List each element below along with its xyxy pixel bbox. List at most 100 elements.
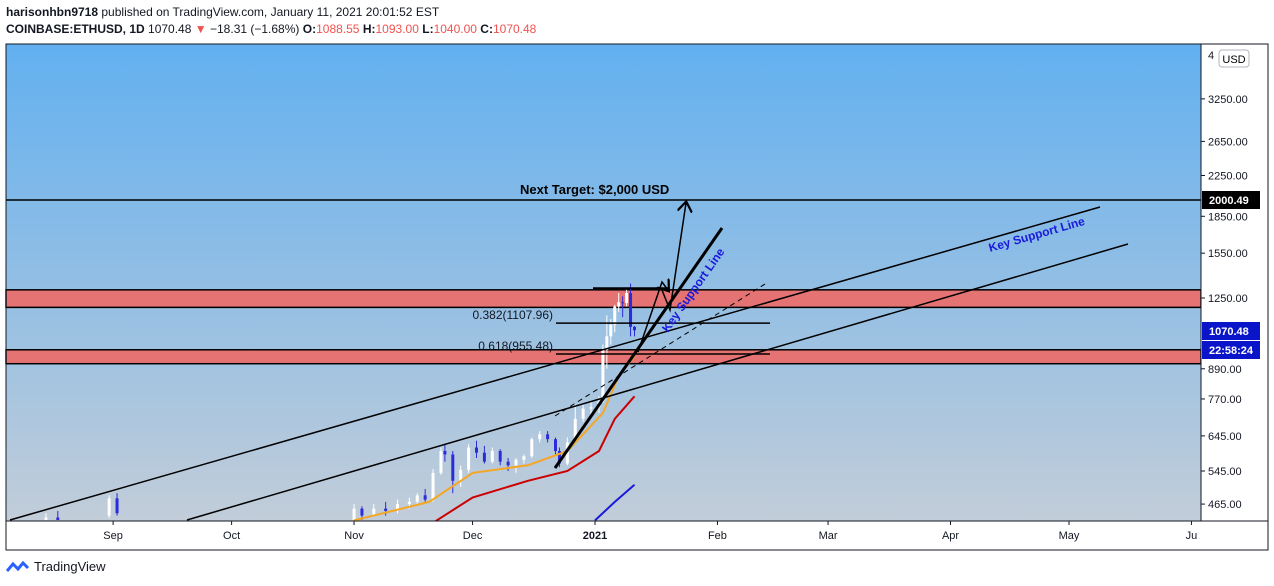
candle-body	[522, 456, 526, 460]
time-axis-panel[interactable]	[6, 521, 1268, 550]
candle-body	[605, 336, 609, 350]
symbol-line: COINBASE:ETHUSD, 1D 1070.48 ▼ −18.31 (−1…	[6, 22, 536, 36]
channel-upper-line[interactable]	[9, 206, 1101, 521]
candle-body	[621, 302, 625, 304]
y-tick-label: 1550.00	[1208, 248, 1248, 260]
candle-body	[407, 501, 411, 505]
open-label: O:	[302, 22, 317, 36]
open-value: 1088.55	[316, 22, 360, 36]
y-tick-label: 645.00	[1208, 431, 1242, 443]
candle-body	[459, 469, 463, 481]
projection-arrow-target[interactable]	[661, 203, 686, 313]
candle-body	[557, 450, 561, 464]
x-tick-label: Ju	[1186, 530, 1198, 542]
candle-body	[530, 439, 534, 457]
footer-brand[interactable]: TradingView	[6, 559, 106, 574]
candle-body	[115, 498, 119, 514]
currency-badge-label: USD	[1222, 54, 1245, 66]
candle-body	[439, 450, 443, 473]
brand-text: TradingView	[34, 559, 106, 574]
low-value: 1040.00	[433, 22, 477, 36]
candle-body	[546, 434, 550, 440]
x-tick-label: Mar	[819, 530, 838, 542]
y-tick-label: 2650.00	[1208, 136, 1248, 148]
candle-body	[107, 498, 111, 516]
target-price-tag-bg[interactable]	[1202, 191, 1260, 209]
countdown-tag-bg[interactable]	[1202, 341, 1260, 359]
plot-background	[6, 44, 1201, 521]
price-change: −18.31 (−1.68%)	[210, 22, 300, 36]
candle-body	[625, 293, 629, 304]
candle-body	[565, 442, 569, 464]
down-arrow-icon: ▼	[194, 22, 207, 36]
x-tick-label: Feb	[708, 530, 727, 542]
projection-arrow-small[interactable]	[637, 282, 668, 353]
target-price-tag: 2000.49	[1209, 195, 1249, 207]
candle-body	[498, 450, 502, 462]
y-tick-label: 3250.00	[1208, 94, 1248, 106]
candle-body	[451, 454, 455, 481]
y-tick-label: 1250.00	[1208, 293, 1248, 305]
x-tick-label: 2021	[583, 530, 607, 542]
y-tick-label: 890.00	[1208, 364, 1242, 376]
candle-body	[601, 349, 605, 402]
currency-badge[interactable]: USD	[1218, 49, 1250, 68]
steep-support-line[interactable]	[553, 227, 724, 469]
candle-body	[573, 418, 577, 443]
y-tick-label: 1850.00	[1208, 211, 1248, 223]
candle-body	[423, 495, 427, 500]
chart-frame	[5, 43, 1269, 551]
x-tick-label: Oct	[223, 530, 240, 542]
candle-body	[613, 306, 617, 325]
candle-body	[538, 434, 542, 440]
close-label: C:	[480, 22, 493, 36]
x-tick-label: Dec	[463, 530, 483, 542]
close-value: 1070.48	[492, 22, 537, 36]
candle-body	[431, 472, 435, 500]
fib-618-label: 0.618(955.48)	[478, 339, 553, 353]
resistance-zone[interactable]	[5, 289, 1202, 309]
candle-body	[609, 324, 613, 337]
x-tick-label: Apr	[942, 530, 959, 542]
high-label: H:	[362, 22, 376, 36]
tradingview-logo-icon	[6, 560, 30, 572]
candle-body	[443, 450, 447, 455]
price-axis-panel[interactable]	[1201, 44, 1268, 521]
channel-lower-line[interactable]	[186, 243, 1129, 521]
y-tick-label: 2250.00	[1208, 171, 1248, 183]
symbol-name: COINBASE:ETHUSD, 1D	[6, 22, 145, 36]
high-value: 1093.00	[375, 22, 419, 36]
candle-body	[581, 408, 585, 419]
candle-body	[44, 517, 48, 520]
x-tick-label: Sep	[103, 530, 123, 542]
y-tick-label-partial: 4	[1208, 50, 1214, 62]
ema-long-line	[594, 484, 636, 522]
candle-body	[482, 452, 486, 462]
y-tick-label: 770.00	[1208, 394, 1242, 406]
last-price: 1070.48	[148, 22, 192, 36]
ema-slow-line	[428, 395, 636, 527]
candle-body	[352, 508, 356, 520]
fib-382-label: 0.382(1107.96)	[472, 308, 553, 322]
countdown-tag: 22:58:24	[1209, 345, 1254, 357]
candle-body	[475, 447, 478, 453]
target-annotation: Next Target: $2,000 USD	[520, 182, 669, 197]
last-price-tag: 1070.48	[1209, 326, 1249, 338]
candle-body	[490, 450, 494, 462]
candle-body	[617, 302, 621, 307]
candle-body	[372, 508, 376, 516]
candle-body	[360, 508, 364, 516]
candle-body	[589, 407, 593, 409]
low-label: L:	[422, 22, 434, 36]
candle-body	[384, 508, 388, 511]
candle-body	[629, 293, 633, 327]
y-tick-label: 465.00	[1208, 499, 1242, 511]
candle-body	[506, 461, 510, 466]
publish-text: published on TradingView.com, January 11…	[101, 5, 440, 19]
candle-body	[554, 439, 557, 451]
author-name: harisonhbn9718	[6, 5, 99, 19]
publish-info: harisonhbn9718 published on TradingView.…	[6, 5, 439, 19]
y-tick-label: 545.00	[1208, 466, 1242, 478]
last-price-tag-bg[interactable]	[1202, 322, 1260, 340]
